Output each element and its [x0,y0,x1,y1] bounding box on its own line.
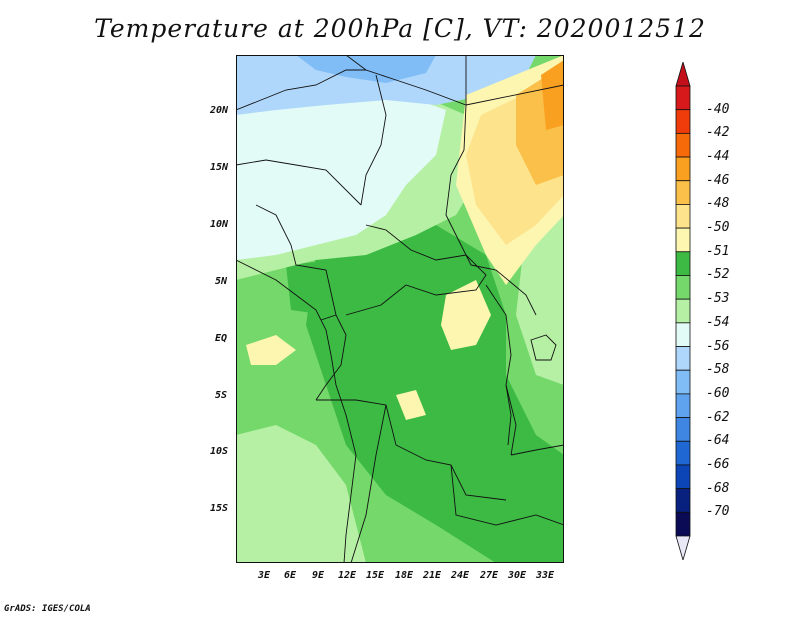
colorbar-swatch [675,156,691,182]
colorbar-swatch [675,322,691,347]
lat-label-5s: 5S [215,390,228,401]
colorbar-label: -46 [706,172,730,188]
border-egypt-sudan [465,84,564,106]
colorbar-label: -54 [706,314,730,330]
contour-fill-58 [236,55,536,115]
temperature-map [236,55,564,563]
colorbar [675,62,691,560]
colorbar-swatch [675,464,691,490]
colorbar-swatch [675,511,691,537]
contour-fill-52-west [286,260,346,315]
lon-label-30e: 30E [508,570,527,581]
colorbar-swatch [675,440,691,466]
colorbar-swatch [675,275,691,300]
colorbar-label: -44 [706,149,730,165]
lon-label-21e: 21E [423,570,442,581]
border-libya-chad [345,55,467,106]
colorbar-bottom-arrow [675,535,691,560]
colorbar-swatch [675,369,691,395]
colorbar-label: -62 [706,409,730,425]
border-zambia-south [450,464,564,526]
colorbar-label: -60 [706,385,730,401]
map-title: Temperature at 200hPa [C], VT: 202001251… [94,14,706,43]
colorbar-swatch [675,85,691,111]
lake-victoria [530,334,557,361]
colorbar-label: -40 [706,101,730,117]
border-congo-drc [315,314,347,401]
colorbar-swatch [675,227,691,253]
coastline-west [236,259,357,563]
colorbar-label: -52 [706,267,730,283]
lon-label-27e: 27E [480,570,499,581]
border-chad-sudan [445,104,472,266]
lon-label-9e: 9E [312,570,325,581]
contour-fill-51-patch-south [396,390,426,420]
lon-label-33e: 33E [536,570,555,581]
lon-label-18e: 18E [395,570,414,581]
lon-label-12e: 12E [338,570,357,581]
border-niger-chad [360,74,387,206]
border-south-sudan [470,264,537,316]
lat-label-15n: 15N [210,162,229,173]
lat-label-15s: 15S [210,503,229,514]
colorbar-swatch [675,488,691,513]
colorbar-label: -42 [706,125,730,141]
country-borders [236,55,564,563]
colorbar-swatch [675,132,691,158]
colorbar-swatch [675,180,691,205]
lon-label-3e: 3E [258,570,271,581]
colorbar-swatch [675,346,691,371]
border-drc-east [485,284,517,456]
border-drc-angola [316,399,507,501]
colorbar-label: -68 [706,480,730,496]
lat-label-eq: EQ [215,333,228,344]
contour-fill-51-patch-west [246,335,296,365]
colorbar-swatch [675,393,691,418]
colorbar-label: -53 [706,291,730,307]
colorbar-label: -50 [706,220,730,236]
border-nigeria-niger [236,159,362,206]
lon-label-6e: 6E [284,570,297,581]
colorbar-label: -51 [706,243,730,259]
colorbar-swatch [675,109,691,134]
lat-label-10n: 10N [210,219,229,230]
border-car [345,224,487,316]
lon-label-15e: 15E [366,570,385,581]
lat-label-20n: 20N [210,105,229,116]
lat-label-5n: 5N [215,276,228,287]
credit-label: GrADS: IGES/COLA [4,604,91,614]
map-frame [236,55,564,563]
colorbar-swatch [675,298,691,324]
contour-fill-56 [236,85,446,260]
contour-fill-46 [541,60,564,130]
colorbar-label: -64 [706,433,730,449]
contour-fill-51-patch-east [441,280,491,350]
contour-fill-52-central [306,225,564,563]
colorbar-swatch [675,204,691,229]
colorbar-label: -66 [706,456,730,472]
border-algeria-niger [236,69,366,111]
border-angola-zambia [350,404,387,563]
contour-fill-60 [296,55,436,83]
colorbar-label: -70 [706,504,730,520]
lat-label-10s: 10S [210,446,229,457]
lon-label-24e: 24E [451,570,470,581]
colorbar-top-arrow [675,62,691,87]
colorbar-swatch [675,251,691,276]
contour-fill-54-southwest [236,425,366,563]
colorbar-label: -48 [706,196,730,212]
colorbar-label: -56 [706,338,730,354]
colorbar-label: -58 [706,362,730,378]
border-tanzania [510,444,564,456]
lake-tanganyika [505,384,512,446]
colorbar-swatch [675,417,691,442]
